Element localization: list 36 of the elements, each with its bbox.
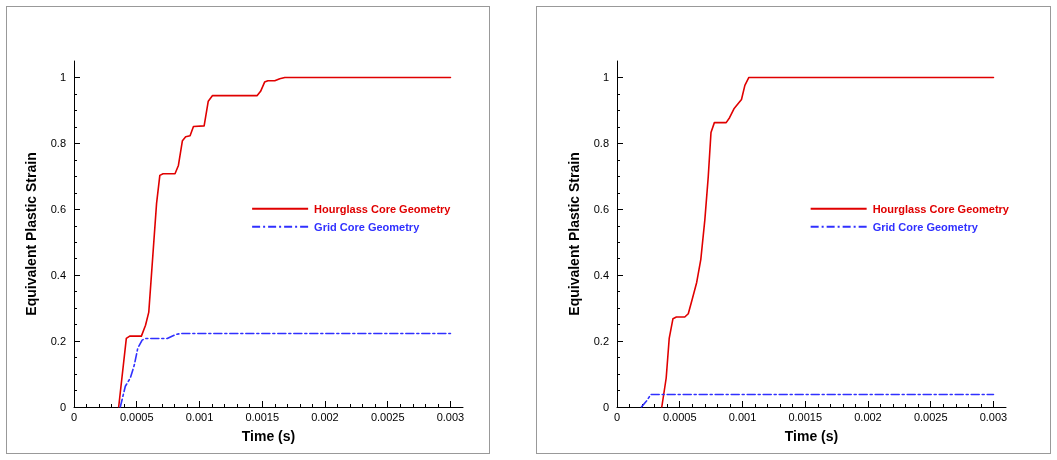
x-tick-label: 0.002	[311, 410, 339, 423]
x-tick-label: 0.002	[854, 410, 882, 423]
x-tick-label: 0.0025	[913, 410, 948, 423]
x-tick-label: 0.0005	[662, 410, 697, 423]
y-axis-title: Equivalent Plastic Strain	[23, 152, 39, 316]
x-tick-label: 0.0025	[370, 410, 405, 423]
y-axis-title: Equivalent Plastic Strain	[566, 152, 582, 316]
y-tick-label: 0.8	[50, 137, 66, 150]
text: Hourglass Core Geometry	[314, 202, 452, 215]
y-tick-label: 1	[59, 71, 66, 84]
text: Grid Core Geometry	[872, 220, 979, 233]
x-tick-label: 0	[70, 410, 78, 423]
x-tick-label: 0.0015	[788, 410, 823, 423]
y-tick-label: 0.4	[50, 269, 66, 282]
y-tick-label: 0.2	[50, 335, 66, 348]
x-tick-label: 0	[613, 410, 621, 423]
x-axis-title: Time (s)	[784, 428, 839, 444]
x-tick-label: 0.001	[728, 410, 757, 423]
y-tick-label: 0.4	[593, 269, 609, 282]
y-tick-label: 0	[602, 401, 609, 413]
y-tick-label: 0.6	[593, 203, 609, 216]
text: Hourglass Core Geometry	[872, 202, 1010, 215]
line-series	[117, 76, 452, 408]
y-tick-label: 0.8	[593, 137, 609, 150]
line-series	[119, 332, 452, 408]
y-tick-label: 0	[59, 401, 66, 413]
x-tick-label: 0.003	[436, 410, 465, 423]
x-tick-label: 0.0015	[245, 410, 280, 423]
y-tick-label: 1	[602, 71, 609, 84]
x-tick-label: 0.003	[979, 410, 1008, 423]
x-tick-label: 0.001	[185, 410, 214, 423]
text: Grid Core Geometry	[314, 220, 421, 233]
y-tick-label: 0.6	[50, 203, 66, 216]
x-axis-title: Time (s)	[241, 428, 296, 444]
x-tick-label: 0.0005	[119, 410, 154, 423]
y-tick-label: 0.2	[593, 335, 609, 348]
